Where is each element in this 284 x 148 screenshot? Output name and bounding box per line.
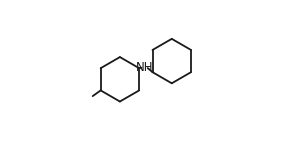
Text: NH: NH (136, 61, 153, 74)
